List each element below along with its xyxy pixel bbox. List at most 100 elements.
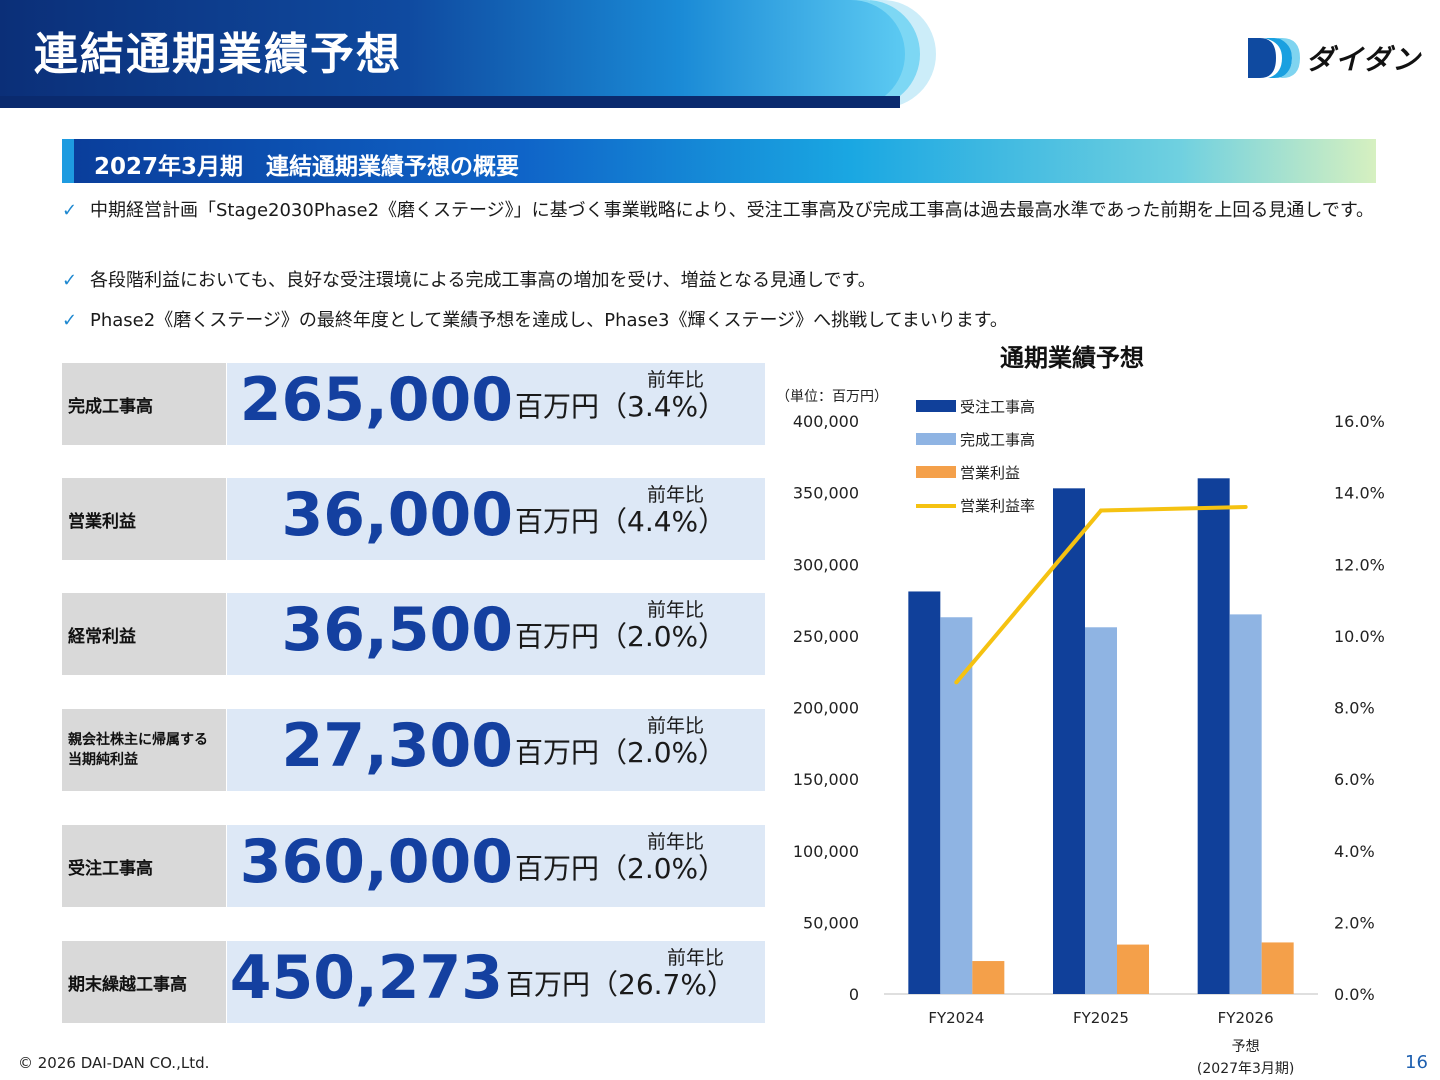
bar-受注工事高	[1053, 488, 1085, 994]
kpi-row: 経常利益 前年比 36,500 百万円（2.0%）	[62, 593, 765, 675]
y-left-tick-label: 100,000	[793, 842, 859, 861]
page-title: 連結通期業績予想	[34, 29, 402, 80]
legend-label: 受注工事高	[960, 398, 1035, 416]
bullet-item: ✓ 各段階利益においても、良好な受注環境による完成工事高の増加を受け、増益となる見…	[62, 264, 1390, 298]
kpi-label: 受注工事高	[62, 825, 226, 907]
chart-title: 通期業績予想	[1000, 344, 1144, 372]
kpi-value: 360,000	[239, 827, 513, 897]
chart: 0 50,000 100,000 150,000 200,000 250,000 300,0…	[793, 398, 1385, 1077]
y-right-tick-label: 16.0%	[1334, 412, 1385, 431]
kpi-body: 前年比 450,273 百万円（26.7%）	[227, 941, 765, 1023]
kpi-label: 経常利益	[62, 593, 226, 675]
kpi-value: 36,500	[281, 595, 513, 665]
kpi-row: 期末繰越工事高 前年比 450,273 百万円（26.7%）	[62, 941, 765, 1023]
copyright: © 2026 DAI-DAN CO.,Ltd.	[18, 1054, 210, 1072]
y-left-tick-label: 50,000	[803, 913, 859, 932]
bullet-text: Phase2《磨くステージ》の最終年度として業績予想を達成し、Phase3《輝く…	[90, 310, 1008, 331]
bar-営業利益	[972, 961, 1005, 994]
page-number: 16	[1405, 1052, 1428, 1073]
y-left-tick-label: 300,000	[793, 555, 859, 574]
y-right-tick-label: 2.0%	[1334, 913, 1375, 932]
chart-unit-label: （単位：百万円）	[776, 389, 888, 405]
kpi-label: 親会社株主に帰属する 当期純利益	[62, 709, 226, 791]
kpi-yoy-label: 前年比	[667, 947, 725, 969]
bar-受注工事高	[908, 591, 941, 994]
company-logo: ダイダン	[1246, 36, 1421, 80]
y-right-tick-label: 10.0%	[1334, 627, 1385, 646]
y-left-tick-label: 250,000	[793, 627, 859, 646]
line-point	[954, 680, 959, 685]
legend-label: 営業利益率	[960, 497, 1035, 515]
bar-営業利益	[1261, 942, 1294, 994]
kpi-value: 27,300	[281, 711, 513, 781]
kpi-body: 前年比 36,500 百万円（2.0%）	[227, 593, 765, 675]
check-icon: ✓	[62, 310, 78, 331]
kpi-yoy-label: 前年比	[647, 484, 705, 506]
logo-text: ダイダン	[1306, 43, 1421, 76]
legend-swatch	[916, 433, 956, 445]
kpi-value: 265,000	[239, 365, 513, 435]
kpi-unit: 百万円（2.0%）	[515, 620, 727, 653]
header-band	[0, 0, 905, 108]
kpi-body: 前年比 360,000 百万円（2.0%）	[227, 825, 765, 907]
section-title: 2027年3月期 連結通期業績予想の概要	[94, 154, 520, 180]
y-right-tick-label: 12.0%	[1334, 555, 1385, 574]
y-right-tick-label: 14.0%	[1334, 484, 1385, 503]
kpi-row: 完成工事高 前年比 265,000 百万円（3.4%）	[62, 363, 765, 445]
legend-label: 営業利益	[960, 464, 1020, 482]
kpi-label: 期末繰越工事高	[62, 941, 226, 1023]
bullet-text: 中期経営計画「Stage2030Phase2《磨くステージ》」に基づく事業戦略に…	[90, 200, 1375, 221]
section-bar	[62, 139, 1376, 183]
section-bar-accent	[62, 139, 74, 183]
legend-label: 完成工事高	[960, 431, 1035, 449]
kpi-yoy-label: 前年比	[647, 831, 705, 853]
bar-完成工事高	[1085, 627, 1117, 994]
bar-受注工事高	[1197, 478, 1230, 994]
legend-swatch	[916, 400, 956, 412]
y-right-tick-label: 0.0%	[1334, 985, 1375, 1004]
kpi-yoy-label: 前年比	[647, 715, 705, 737]
y-left-tick-label: 0	[849, 985, 859, 1004]
kpi-unit: 百万円（2.0%）	[515, 852, 727, 885]
y-right-tick-label: 8.0%	[1334, 699, 1375, 718]
y-left-tick-label: 150,000	[793, 770, 859, 789]
kpi-unit: 百万円（26.7%）	[506, 968, 735, 1001]
y-right-tick-label: 6.0%	[1334, 770, 1375, 789]
kpi-row: 営業利益 前年比 36,000 百万円（4.4%）	[62, 478, 765, 560]
kpi-row: 親会社株主に帰属する 当期純利益 前年比 27,300 百万円（2.0%）	[62, 709, 765, 791]
y-right-tick-label: 4.0%	[1334, 842, 1375, 861]
kpi-label: 営業利益	[62, 478, 226, 560]
x-tick-label: FY2024	[928, 1009, 984, 1027]
kpi-label: 完成工事高	[62, 363, 226, 445]
bullet-item: ✓ Phase2《磨くステージ》の最終年度として業績予想を達成し、Phase3《輝…	[62, 304, 1390, 338]
kpi-unit: 百万円（3.4%）	[515, 390, 727, 423]
kpi-body: 前年比 27,300 百万円（2.0%）	[227, 709, 765, 791]
bullet-item: ✓ 中期経営計画「Stage2030Phase2《磨くステージ》」に基づく事業戦略…	[62, 194, 1380, 228]
kpi-row: 受注工事高 前年比 360,000 百万円（2.0%）	[62, 825, 765, 907]
line-point	[1243, 504, 1248, 509]
bullet-text: 各段階利益においても、良好な受注環境による完成工事高の増加を受け、増益となる見通…	[90, 270, 876, 291]
kpi-yoy-label: 前年比	[647, 599, 705, 621]
x-tick-sublabel: 予想	[1232, 1039, 1260, 1055]
legend-swatch	[916, 466, 956, 478]
kpi-unit: 百万円（4.4%）	[515, 505, 727, 538]
check-icon: ✓	[62, 270, 78, 291]
x-tick-sublabel: (2027年3月期)	[1197, 1061, 1294, 1077]
kpi-value: 36,000	[281, 480, 513, 550]
header-underline	[0, 96, 900, 108]
y-left-tick-label: 400,000	[793, 412, 859, 431]
kpi-yoy-label: 前年比	[647, 369, 705, 391]
bar-営業利益	[1117, 944, 1149, 994]
logo-mark-icon	[1248, 38, 1300, 78]
check-icon: ✓	[62, 200, 78, 221]
bar-完成工事高	[1229, 614, 1262, 994]
kpi-body: 前年比 36,000 百万円（4.4%）	[227, 478, 765, 560]
x-tick-label: FY2026	[1218, 1009, 1274, 1027]
kpi-value: 450,273	[229, 943, 503, 1013]
kpi-body: 前年比 265,000 百万円（3.4%）	[227, 363, 765, 445]
y-left-tick-label: 200,000	[793, 699, 859, 718]
header: 連結通期業績予想 ダイダン	[0, 0, 1440, 110]
kpi-unit: 百万円（2.0%）	[515, 736, 727, 769]
bar-完成工事高	[940, 617, 973, 994]
y-left-tick-label: 350,000	[793, 484, 859, 503]
